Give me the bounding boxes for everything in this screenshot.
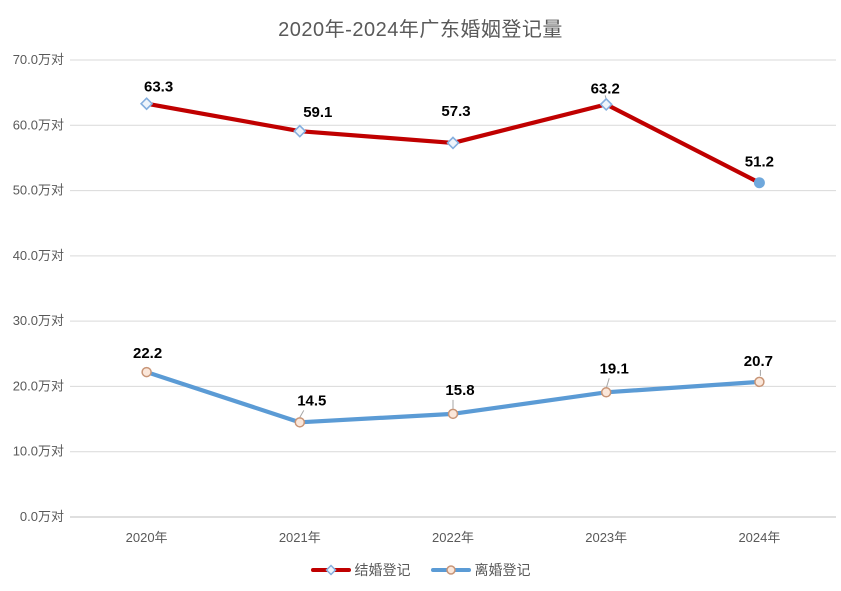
- data-label-marriage: 59.1: [303, 104, 332, 121]
- y-axis-tick-label: 30.0万对: [13, 313, 64, 328]
- chart-legend: 结婚登记 离婚登记: [0, 560, 841, 580]
- data-point-marker-marriage: [753, 177, 765, 189]
- data-label-marriage: 63.2: [591, 80, 620, 97]
- x-axis-tick-label: 2024年: [738, 530, 780, 545]
- legend-item-marriage: 结婚登记: [310, 560, 411, 580]
- x-axis-tick-label: 2022年: [432, 530, 474, 545]
- data-label-marriage: 57.3: [441, 103, 470, 120]
- y-axis-tick-label: 60.0万对: [13, 117, 64, 132]
- y-axis-tick-label: 20.0万对: [13, 378, 64, 393]
- data-label-leader-line: [605, 378, 610, 389]
- data-label-divorce: 19.1: [600, 360, 629, 377]
- data-point-marker-marriage: [446, 136, 460, 150]
- data-label-divorce: 20.7: [744, 353, 773, 370]
- y-axis-tick-label: 0.0万对: [20, 509, 64, 524]
- x-axis-tick-label: 2020年: [126, 530, 168, 545]
- legend-label-marriage: 结婚登记: [354, 562, 411, 578]
- data-point-marker-marriage: [599, 97, 613, 112]
- x-axis-tick-label: 2021年: [279, 530, 321, 545]
- x-axis-tick-label: 2023年: [585, 530, 627, 545]
- data-point-marker-divorce: [754, 376, 765, 388]
- data-point-marker-marriage: [293, 124, 307, 138]
- y-axis-tick-label: 40.0万对: [13, 248, 64, 263]
- data-point-marker-divorce: [141, 366, 152, 378]
- data-point-marker-marriage: [139, 97, 154, 111]
- plot-area: 0.0万对 10.0万对 20.0万对 30.0万对 40.0万对 50.0万对 60.0万…: [13, 52, 836, 545]
- data-label-marriage: 63.3: [144, 79, 173, 96]
- data-point-marker-divorce: [447, 408, 459, 420]
- data-label-leader-line: [299, 410, 305, 418]
- y-axis-tick-label: 10.0万对: [13, 444, 64, 459]
- data-label-marriage: 51.2: [745, 154, 774, 171]
- legend-item-divorce: 离婚登记: [430, 560, 531, 580]
- data-label-divorce: 15.8: [445, 382, 474, 399]
- y-axis-tick-label: 70.0万对: [13, 52, 64, 67]
- marriage-series-swatch-icon: [310, 564, 351, 576]
- divorce-series-swatch-icon: [430, 565, 471, 575]
- y-axis-tick-label: 50.0万对: [13, 183, 64, 198]
- data-point-marker-divorce: [600, 387, 612, 398]
- data-point-marker-divorce: [294, 417, 306, 428]
- data-label-divorce: 22.2: [133, 345, 162, 362]
- chart-title: 2020年-2024年广东婚姻登记量: [278, 19, 563, 41]
- legend-label-divorce: 离婚登记: [474, 562, 531, 578]
- data-label-divorce: 14.5: [297, 392, 326, 409]
